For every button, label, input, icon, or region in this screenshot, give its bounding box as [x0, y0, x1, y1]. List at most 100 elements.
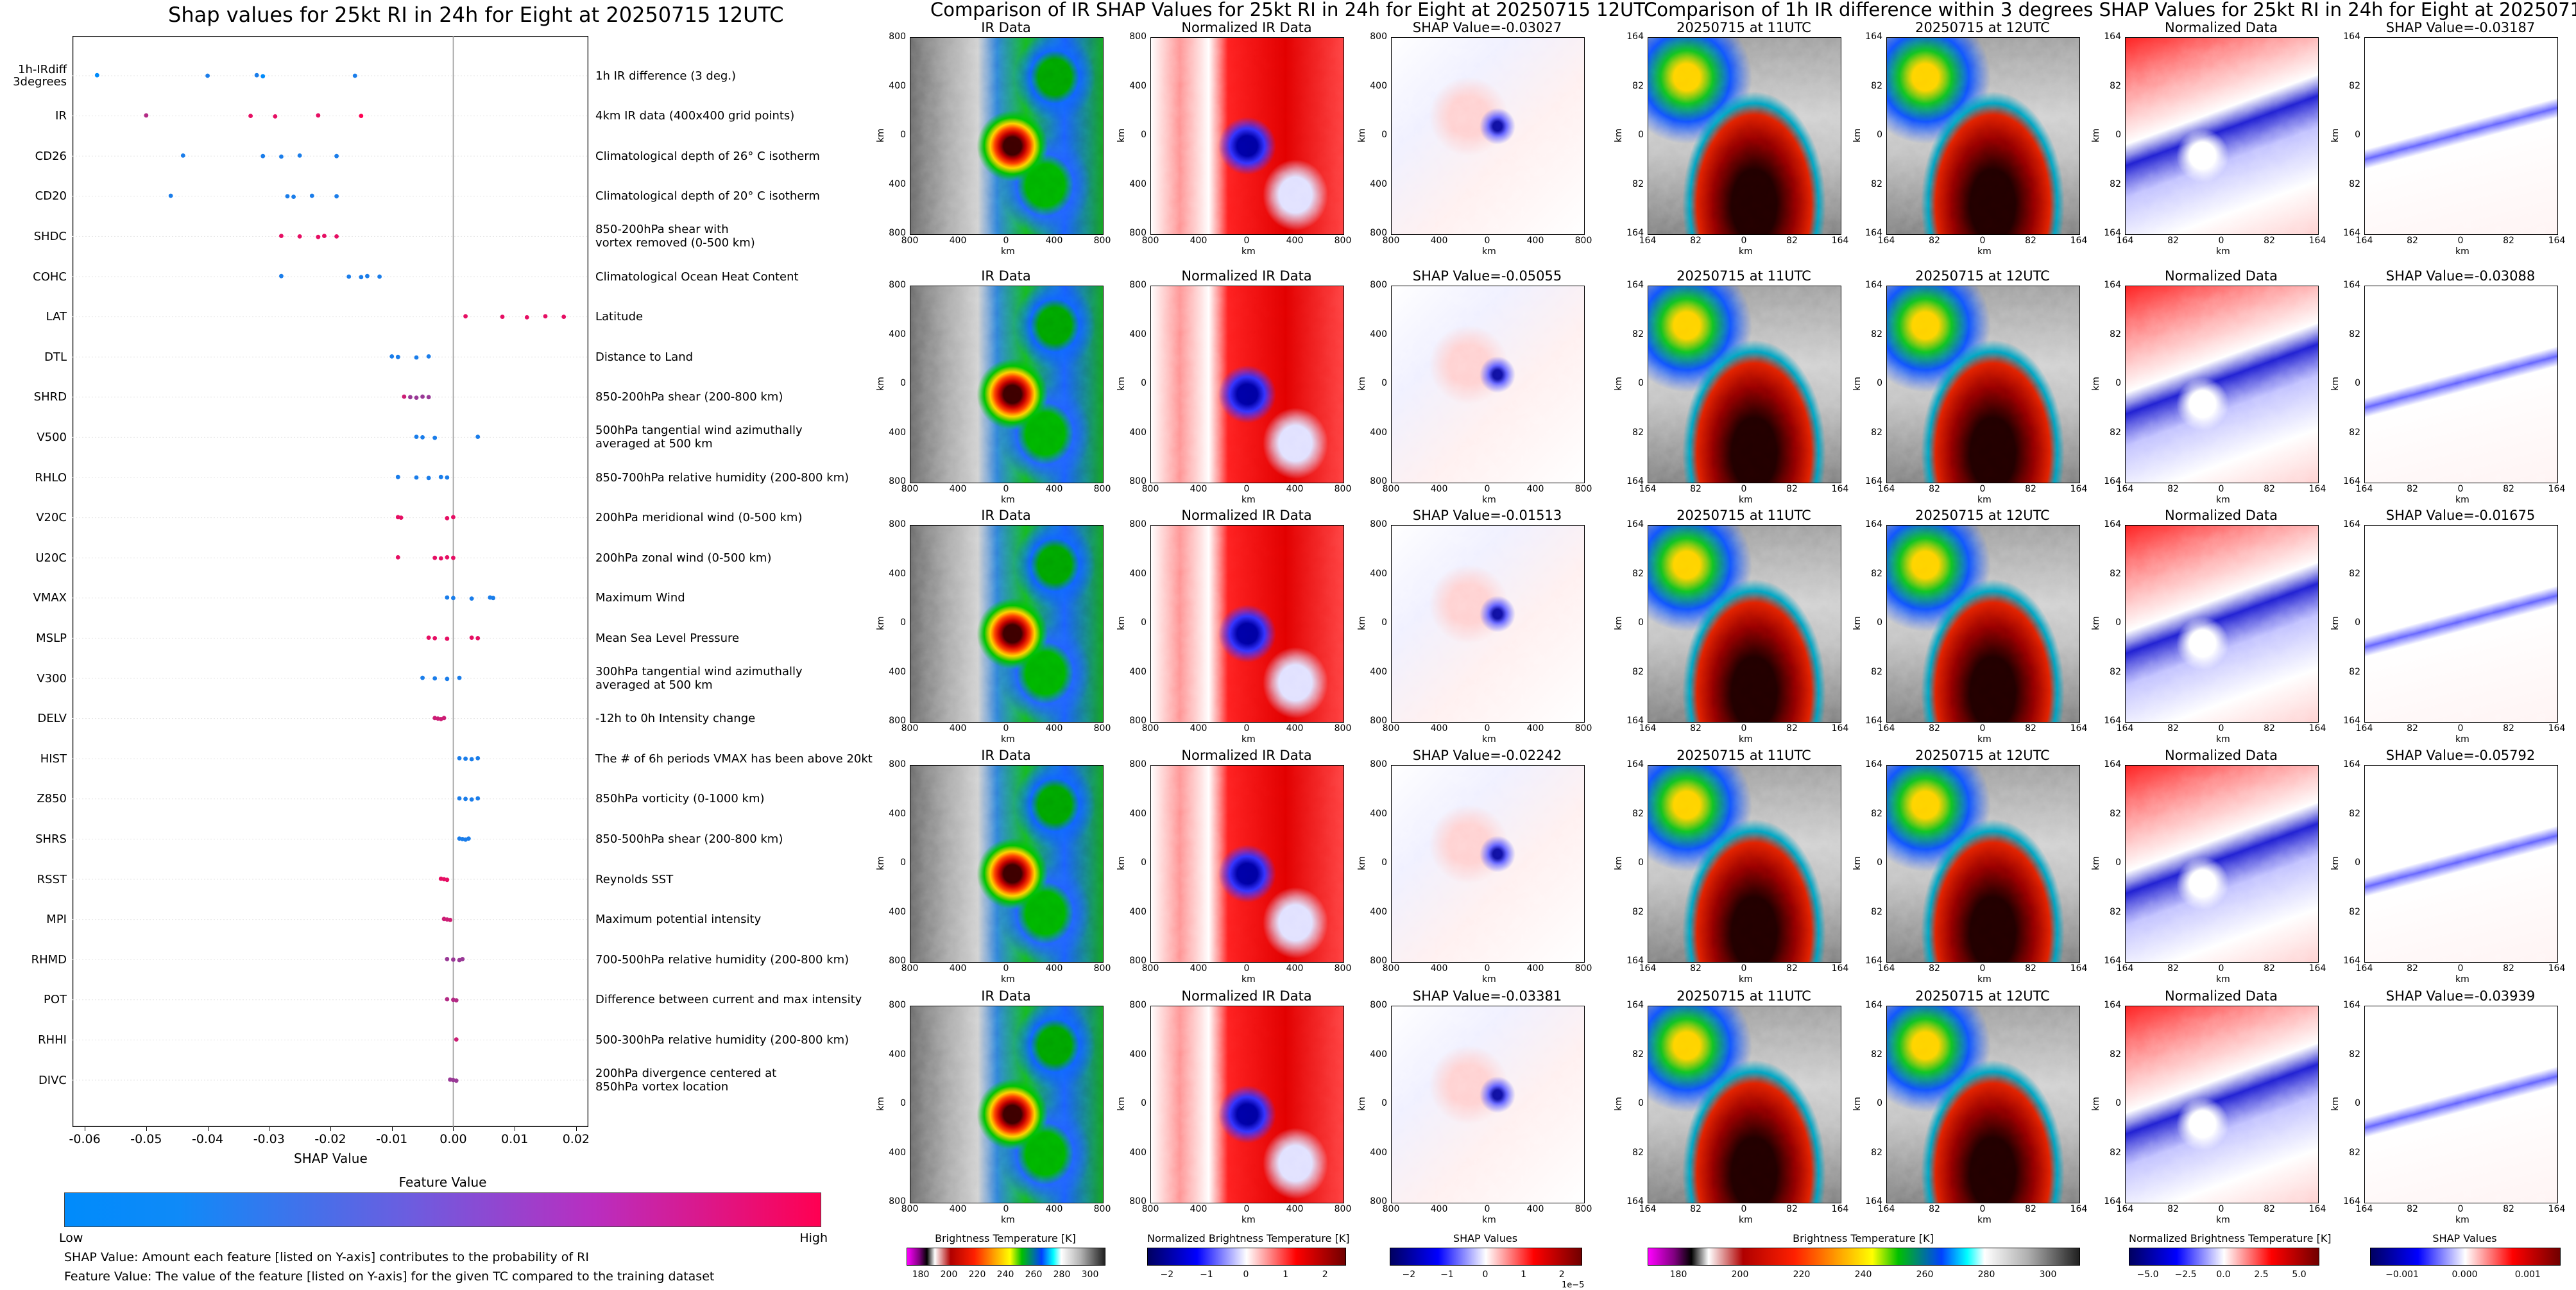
y-axis-label: km: [2330, 1097, 2341, 1111]
texture-overlay: [2126, 526, 2318, 722]
x-axis-label: km: [2216, 246, 2230, 257]
ytick-label: 400: [889, 329, 906, 340]
xtick-label: 82: [1929, 963, 1940, 974]
ytick-label: 164: [1865, 228, 1882, 238]
ytick-label: 164: [1626, 759, 1644, 770]
ytick-label: 164: [1626, 716, 1644, 726]
xtick-label: 82: [1690, 1204, 1702, 1214]
shap-point: [365, 273, 370, 279]
xtick-label: 82: [1690, 723, 1702, 734]
ytick-label: 164: [2343, 716, 2360, 726]
normalized-heatmap: [2125, 37, 2319, 235]
shap-point: [309, 193, 314, 198]
xtick-label: 0: [1979, 723, 1986, 734]
xtick-label: 400: [1190, 963, 1207, 974]
xtick-label: 800: [1141, 484, 1159, 494]
ir-comparison-title: Comparison of IR SHAP Values for 25kt RI…: [930, 0, 1657, 21]
shap-point: [254, 73, 259, 78]
ytick-label: 82: [2349, 666, 2360, 677]
feature-description: 850-500hPa shear (200-800 km): [595, 832, 783, 846]
xtick-label: 400: [1045, 963, 1063, 974]
ytick-label: 164: [1865, 31, 1882, 42]
ytick-label: 82: [1632, 808, 1644, 819]
texture-overlay: [1887, 1006, 2079, 1203]
feature-name: LAT: [46, 310, 67, 324]
ytick-label: 164: [2343, 31, 2360, 42]
xtick-mark: [146, 1127, 147, 1131]
ytick-label: 0: [900, 857, 906, 868]
colorbar-gradient: [1648, 1248, 2080, 1266]
colorbar-tick: −2: [1160, 1269, 1174, 1280]
ytick-label: 400: [889, 1049, 906, 1060]
texture-overlay: [2126, 766, 2318, 962]
x-axis-label: km: [1001, 495, 1015, 505]
x-axis-label: km: [2455, 246, 2469, 257]
texture-overlay: [2365, 286, 2557, 483]
xtick-label: 82: [2503, 963, 2514, 974]
feature-name: 1h-IRdiff 3degrees: [13, 63, 67, 89]
shap-point: [395, 474, 400, 479]
ytick-label: 400: [1129, 427, 1147, 438]
ytick-label: 82: [1632, 80, 1644, 91]
xtick-label: 400: [1430, 484, 1448, 494]
colorbar-tick: 2: [1322, 1269, 1328, 1280]
xtick-label: 164: [1877, 484, 1895, 494]
xtick-label: 82: [2264, 236, 2275, 246]
ytick-label: 800: [1370, 228, 1387, 238]
xtick-label: 82: [2407, 963, 2418, 974]
colorbar-label: SHAP Values: [2432, 1232, 2497, 1244]
ytick-label: 82: [2349, 808, 2360, 819]
normalized-heatmap: [1150, 525, 1344, 723]
xtick-label: 400: [1190, 236, 1207, 246]
colorbar-tick: 200: [1731, 1269, 1749, 1280]
colorbar-tick: 0.0: [2216, 1269, 2231, 1280]
colorbar-tick: 0.001: [2514, 1269, 2541, 1280]
xtick-label: 0.01: [500, 1132, 529, 1146]
feature-description: Climatological depth of 26° C isotherm: [595, 149, 820, 163]
xtick-label: 400: [1526, 484, 1544, 494]
xtick-label: 164: [2116, 963, 2134, 974]
shap-point: [398, 515, 404, 520]
texture-overlay: [2126, 38, 2318, 234]
shap-point: [420, 394, 425, 399]
shap-point: [322, 234, 327, 238]
xtick-label: 400: [1286, 963, 1304, 974]
ir-heatmap: [1886, 525, 2080, 723]
x-axis-label: km: [1739, 1215, 1753, 1225]
ytick-label: 82: [1632, 666, 1644, 677]
colorbar-gradient: [907, 1248, 1105, 1266]
xtick-label: -0.02: [314, 1132, 346, 1146]
xtick-label: 164: [2308, 484, 2326, 494]
xtick-label: 800: [1093, 963, 1111, 974]
ytick-label: 82: [2110, 1049, 2121, 1060]
xtick-label: 82: [1786, 723, 1798, 734]
panel-title: SHAP Value=-0.03187: [2385, 20, 2536, 35]
feature-description: The # of 6h periods VMAX has been above …: [595, 752, 873, 766]
colorbar-tick: 0: [1243, 1269, 1249, 1280]
texture-overlay: [1887, 766, 2079, 962]
panel-title: 20250715 at 11UTC: [1676, 20, 1811, 35]
ytick-label: 400: [1370, 1049, 1387, 1060]
feature-name: Z850: [37, 792, 67, 806]
ytick-label: 800: [889, 31, 906, 42]
shap-point: [457, 756, 462, 761]
panel-title: SHAP Value=-0.03088: [2385, 268, 2536, 284]
colorbar-tick: −5.0: [2137, 1269, 2159, 1280]
shap-point: [389, 354, 395, 359]
xtick-label: 0: [2457, 963, 2464, 974]
ytick-label: 0: [1381, 378, 1387, 388]
xtick-label: 800: [1334, 723, 1352, 734]
shap-point: [457, 675, 462, 680]
texture-overlay: [910, 1006, 1103, 1203]
xtick-label: 0.00: [439, 1132, 467, 1146]
xtick-label: 82: [2167, 1204, 2179, 1214]
xtick-label: 0: [1484, 484, 1490, 494]
feature-name: DTL: [44, 350, 67, 364]
shap-point: [445, 957, 450, 961]
panel-title: 20250715 at 12UTC: [1915, 20, 2050, 35]
xtick-label: 82: [2407, 723, 2418, 734]
beeswarm-svg: [73, 36, 588, 1127]
shap-point: [451, 515, 456, 520]
xtick-mark: [576, 1127, 577, 1131]
ytick-label: 164: [1865, 476, 1882, 486]
